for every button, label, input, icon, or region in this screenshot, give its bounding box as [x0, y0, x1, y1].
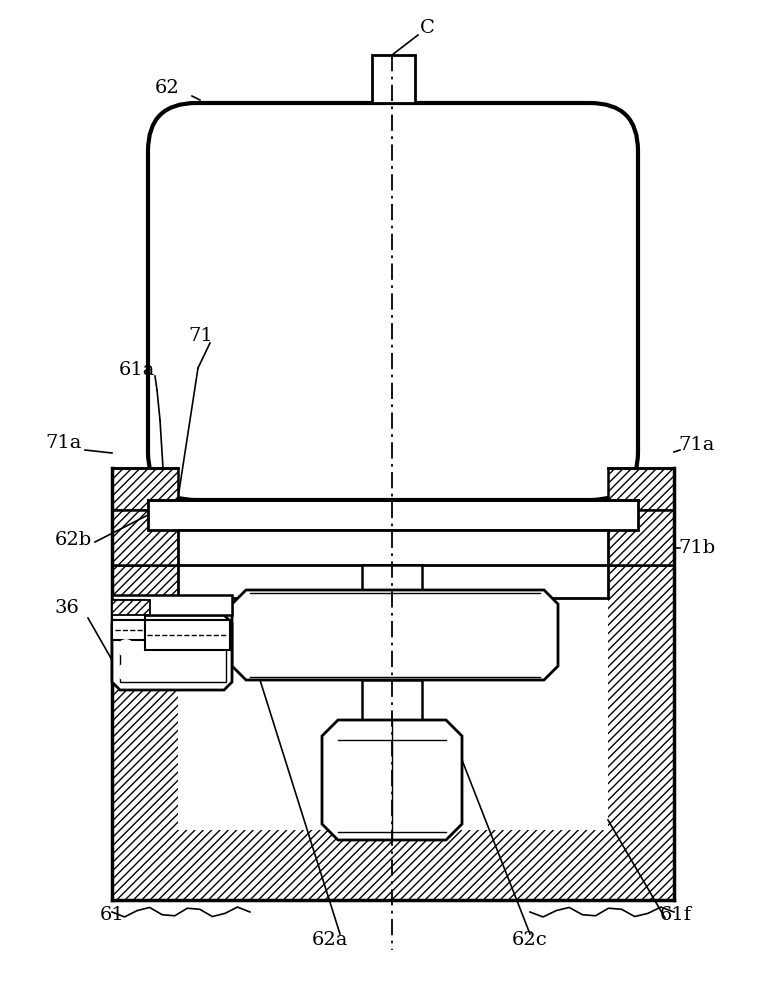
- Circle shape: [118, 640, 134, 656]
- Bar: [112, 620, 145, 640]
- Bar: [362, 565, 422, 610]
- Text: 61a: 61a: [118, 361, 155, 379]
- Text: 71a: 71a: [45, 434, 82, 452]
- Bar: [112, 595, 232, 615]
- Bar: [362, 680, 422, 720]
- Polygon shape: [112, 615, 232, 690]
- Text: 71: 71: [188, 327, 212, 345]
- Bar: [145, 620, 230, 650]
- Bar: [178, 530, 608, 565]
- Text: 71b: 71b: [678, 539, 715, 557]
- Text: 71a: 71a: [678, 436, 714, 454]
- Text: 36: 36: [55, 599, 80, 617]
- Text: 62: 62: [155, 79, 180, 97]
- FancyBboxPatch shape: [148, 103, 638, 500]
- Bar: [120, 623, 226, 682]
- Bar: [112, 600, 150, 615]
- Bar: [148, 500, 638, 530]
- Bar: [178, 565, 608, 830]
- Circle shape: [118, 664, 134, 680]
- Bar: [372, 55, 415, 103]
- Text: 62b: 62b: [55, 531, 93, 549]
- Polygon shape: [232, 590, 558, 680]
- Text: 61: 61: [100, 906, 125, 924]
- Bar: [112, 565, 674, 900]
- Text: 61f: 61f: [660, 906, 692, 924]
- Polygon shape: [322, 720, 462, 840]
- Text: C: C: [420, 19, 435, 37]
- Bar: [112, 468, 178, 510]
- Bar: [112, 510, 674, 565]
- Text: 62c: 62c: [512, 931, 548, 949]
- Bar: [608, 468, 674, 510]
- Bar: [112, 600, 145, 620]
- Text: 62a: 62a: [312, 931, 348, 949]
